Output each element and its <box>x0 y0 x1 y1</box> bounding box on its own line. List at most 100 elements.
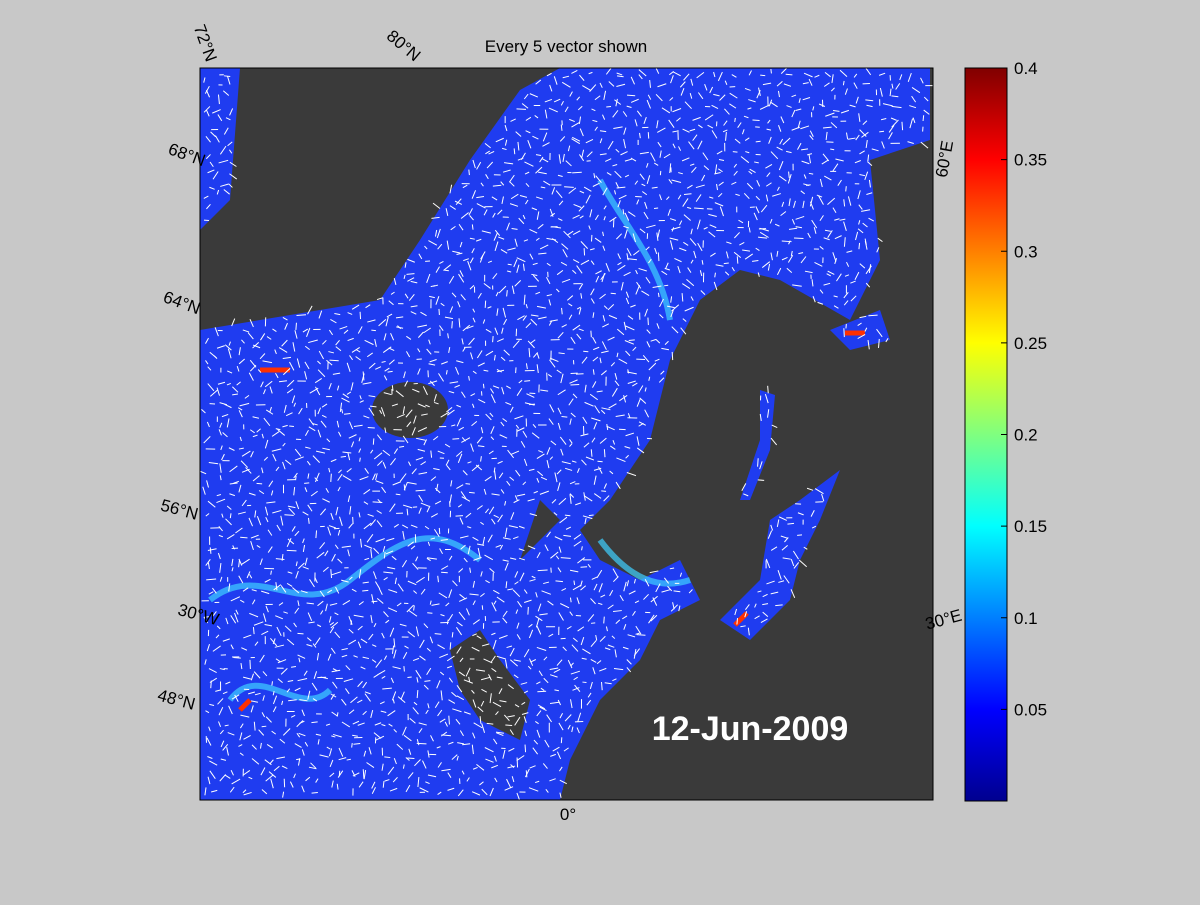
vector <box>846 186 847 191</box>
graticule-label: 0° <box>560 805 576 824</box>
vector <box>597 461 602 462</box>
vector <box>435 634 442 635</box>
vector <box>230 513 231 518</box>
vector <box>296 323 297 330</box>
vector <box>284 515 293 516</box>
colorbar-tick-label: 0.2 <box>1014 426 1038 445</box>
vector <box>602 682 603 690</box>
vector <box>627 95 635 96</box>
vector <box>561 416 567 417</box>
vector <box>737 256 738 263</box>
vector <box>538 570 548 571</box>
vector <box>529 404 535 405</box>
vector <box>758 480 764 481</box>
vector <box>211 681 212 689</box>
vector <box>715 273 716 278</box>
vector <box>297 315 307 316</box>
vector <box>469 170 470 175</box>
colorbar-tick-label: 0.15 <box>1014 517 1047 536</box>
vector <box>514 148 515 154</box>
vector <box>210 547 211 553</box>
vector <box>253 627 254 634</box>
vector <box>537 691 546 692</box>
vector <box>923 115 924 121</box>
vector <box>414 605 415 610</box>
vector <box>629 340 635 341</box>
vector <box>312 793 318 794</box>
vector <box>233 657 241 658</box>
vector <box>604 449 605 457</box>
vector <box>360 458 361 462</box>
vector <box>493 336 494 342</box>
vector <box>601 491 606 492</box>
vector <box>664 285 668 286</box>
vector <box>760 75 765 76</box>
vector <box>289 426 294 427</box>
vector <box>758 458 759 466</box>
vector <box>789 172 790 178</box>
vector <box>524 381 530 382</box>
vector <box>507 290 508 296</box>
vector <box>830 149 834 150</box>
vector <box>456 516 463 517</box>
vector <box>483 384 484 389</box>
vector <box>441 572 448 573</box>
vector <box>450 642 451 649</box>
vector <box>351 620 352 624</box>
vector <box>452 632 453 637</box>
vector <box>672 352 673 360</box>
vector <box>363 769 364 779</box>
vector <box>472 224 473 229</box>
vector <box>658 293 659 297</box>
vector <box>658 252 659 261</box>
vector <box>570 598 571 603</box>
map-area <box>199 66 933 801</box>
vector <box>316 530 317 538</box>
vector <box>604 617 605 624</box>
vector <box>859 243 860 249</box>
vector <box>508 264 512 265</box>
vector <box>407 758 414 759</box>
vector <box>517 109 526 110</box>
vector <box>240 537 247 538</box>
vector <box>444 270 449 271</box>
vector <box>396 494 401 495</box>
vector <box>868 315 877 316</box>
vector <box>654 208 658 209</box>
vector <box>564 187 574 188</box>
vector <box>606 107 611 108</box>
vector <box>844 328 845 337</box>
date-label: 12-Jun-2009 <box>652 710 849 748</box>
vector <box>469 492 475 493</box>
vector <box>879 131 884 132</box>
vector <box>735 118 736 122</box>
vector <box>373 438 374 444</box>
vector <box>574 581 575 585</box>
vector <box>257 483 263 484</box>
vector <box>581 567 588 568</box>
vector <box>752 120 759 121</box>
vector <box>417 690 418 698</box>
colorbar <box>965 68 1007 801</box>
vector <box>572 172 582 173</box>
vector <box>737 618 738 624</box>
colorbar-tick-label: 0.35 <box>1014 151 1047 170</box>
vector <box>384 757 390 758</box>
vector <box>583 351 588 352</box>
vector <box>571 385 580 386</box>
vector <box>902 122 903 130</box>
colorbar-tick-label: 0.3 <box>1014 242 1038 261</box>
vector <box>843 81 844 85</box>
vector <box>308 518 309 524</box>
vector <box>611 293 616 294</box>
vector <box>637 635 646 636</box>
iceland <box>372 382 448 438</box>
colorbar-tick-label: 0.25 <box>1014 334 1047 353</box>
vector <box>362 590 368 591</box>
vector <box>272 681 273 685</box>
vector <box>724 263 729 264</box>
vector <box>756 141 761 142</box>
vector <box>331 474 332 482</box>
